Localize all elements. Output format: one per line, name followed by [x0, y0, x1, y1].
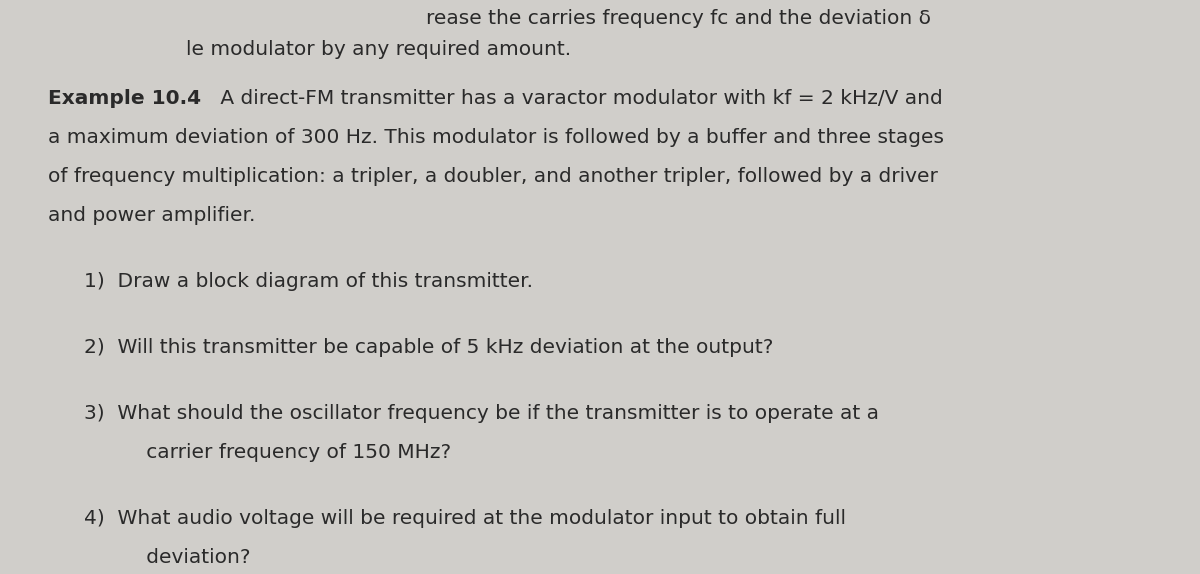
Text: carrier frequency of 150 MHz?: carrier frequency of 150 MHz? — [108, 443, 451, 462]
Text: deviation?: deviation? — [108, 548, 251, 567]
Text: of frequency multiplication: a tripler, a doubler, and another tripler, followed: of frequency multiplication: a tripler, … — [48, 167, 938, 186]
Text: le modulator by any required amount.: le modulator by any required amount. — [186, 40, 571, 59]
Text: rease the carries frequency fc and the deviation δ: rease the carries frequency fc and the d… — [426, 9, 931, 28]
Text: and power amplifier.: and power amplifier. — [48, 206, 256, 225]
Text: 2)  Will this transmitter be capable of 5 kHz deviation at the output?: 2) Will this transmitter be capable of 5… — [84, 338, 773, 357]
Text: 4)  What audio voltage will be required at the modulator input to obtain full: 4) What audio voltage will be required a… — [84, 509, 846, 528]
Text: Example 10.4: Example 10.4 — [48, 89, 202, 108]
Text: 1)  Draw a block diagram of this transmitter.: 1) Draw a block diagram of this transmit… — [84, 272, 533, 291]
Text: A direct-FM transmitter has a varactor modulator with kf = 2 kHz/V and: A direct-FM transmitter has a varactor m… — [214, 89, 942, 108]
Text: a maximum deviation of 300 Hz. This modulator is followed by a buffer and three : a maximum deviation of 300 Hz. This modu… — [48, 128, 944, 147]
Text: 3)  What should the oscillator frequency be if the transmitter is to operate at : 3) What should the oscillator frequency … — [84, 404, 878, 423]
